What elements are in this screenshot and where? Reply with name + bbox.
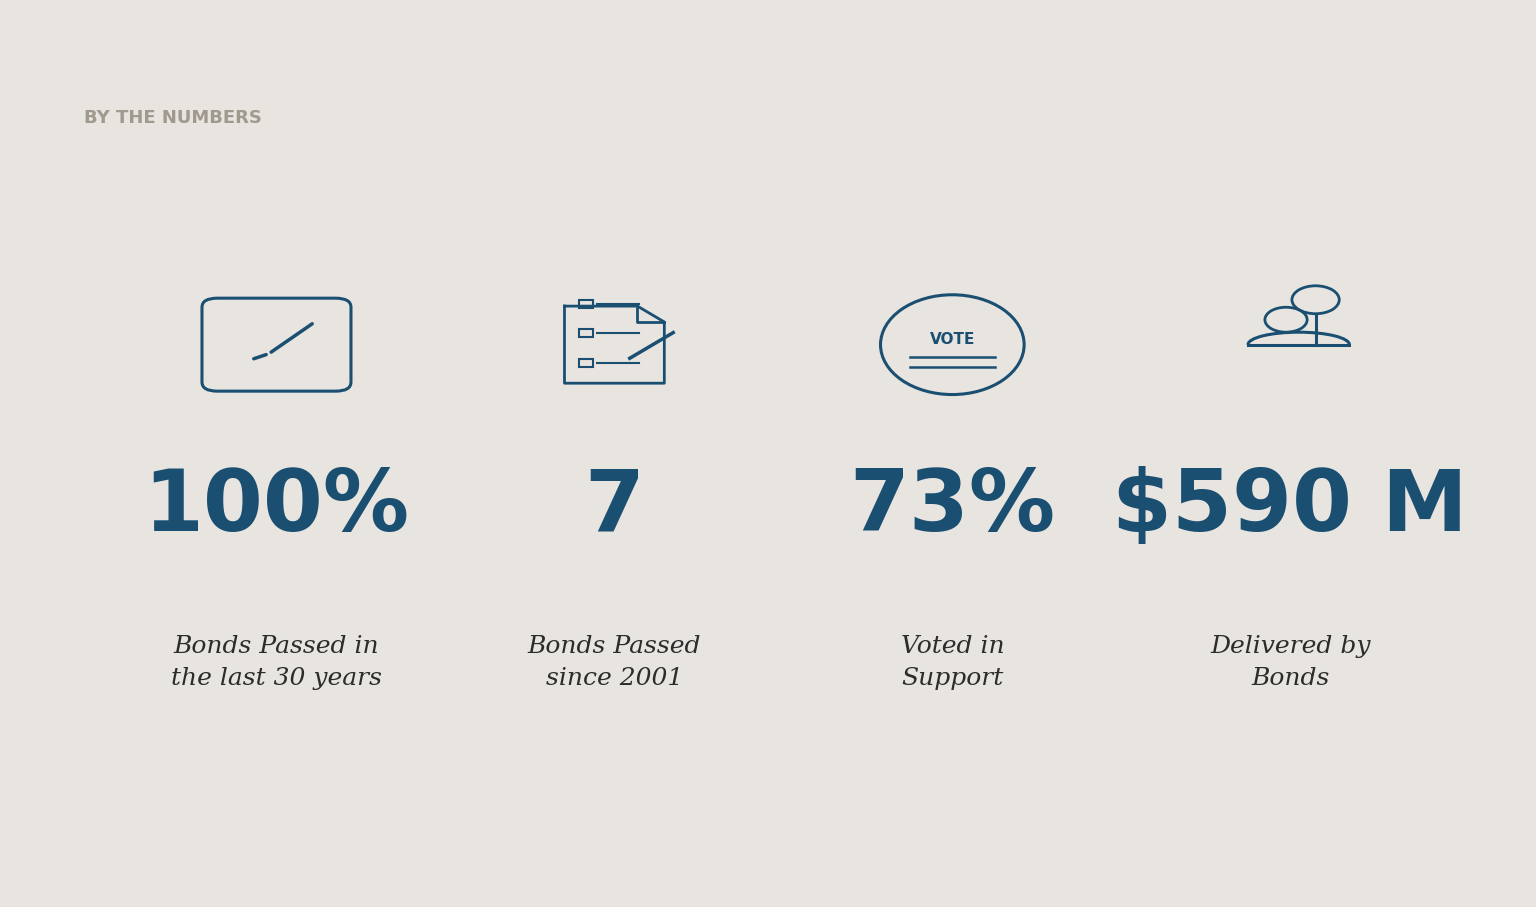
Bar [579,299,593,307]
Bar [579,329,593,337]
Text: Delivered by
Bonds: Delivered by Bonds [1210,635,1370,690]
Text: Bonds Passed in
the last 30 years: Bonds Passed in the last 30 years [170,635,382,690]
Text: VOTE: VOTE [929,332,975,347]
Bar [579,358,593,366]
Text: BY THE NUMBERS: BY THE NUMBERS [84,109,263,127]
Text: 7: 7 [585,466,644,550]
Text: 100%: 100% [143,466,410,550]
Text: Bonds Passed
since 2001: Bonds Passed since 2001 [528,635,700,690]
Text: $590 M: $590 M [1112,466,1468,550]
Text: 73%: 73% [849,466,1055,550]
Text: Voted in
Support: Voted in Support [900,635,1005,690]
